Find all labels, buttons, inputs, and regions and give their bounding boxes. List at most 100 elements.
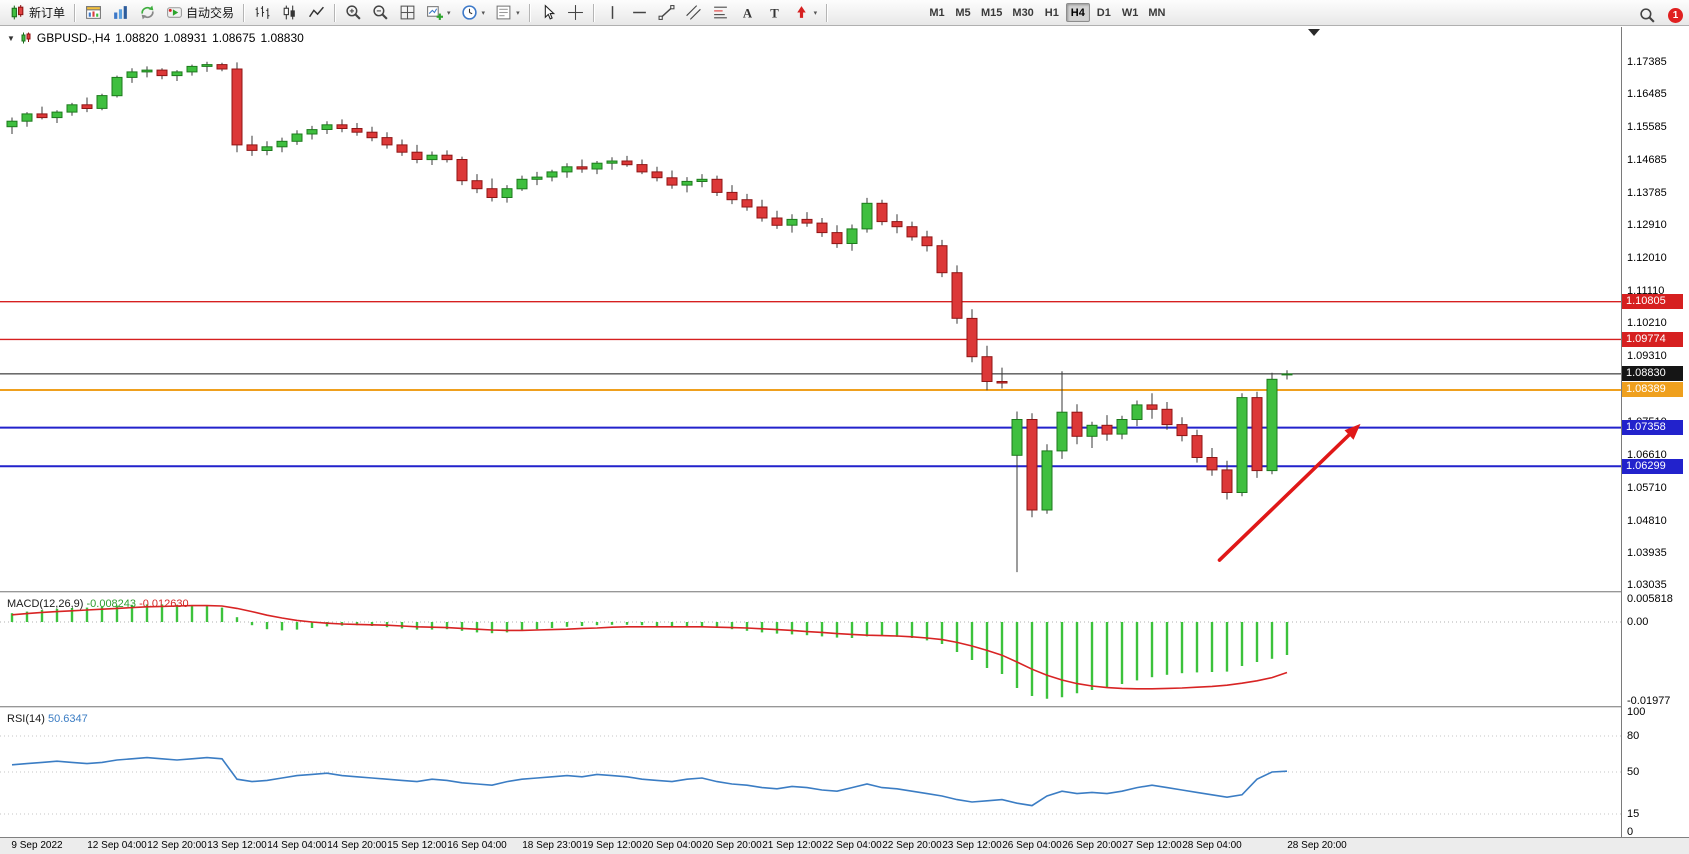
search-button[interactable] [1635, 4, 1660, 26]
timeframe-h1[interactable]: H1 [1044, 6, 1059, 19]
candle-body [981, 356, 993, 383]
channel-button[interactable] [681, 2, 706, 24]
time-label: 21 Sep 12:00 [762, 840, 822, 851]
candle-body [66, 104, 78, 113]
candle-body [891, 221, 903, 228]
candle-body [726, 191, 738, 201]
timeframe-m5[interactable]: M5 [955, 6, 971, 19]
new-order-label: 新订单 [29, 6, 66, 20]
arrows-button[interactable]: ▾ [789, 2, 822, 24]
time-label: 20 Sep 20:00 [702, 840, 762, 851]
channel-icon [685, 5, 701, 20]
candle-body [816, 222, 828, 234]
timeframe-m30[interactable]: M30 [1012, 6, 1034, 19]
symbol-info: ▼ GBPUSD-,H4 1.08820 1.08931 1.08675 1.0… [7, 31, 304, 45]
time-label: 12 Sep 04:00 [87, 840, 147, 851]
price-tick: 1.06610 [1627, 449, 1667, 461]
rsi-axis-label: 100 [1627, 706, 1646, 718]
rsi-pane-divider[interactable] [0, 706, 1689, 709]
notification-badge[interactable]: 1 [1668, 7, 1683, 23]
candle-body [1146, 404, 1158, 410]
candle-body [1086, 424, 1098, 437]
timeframe-w1[interactable]: W1 [1121, 6, 1139, 19]
timeframe-m15[interactable]: M15 [981, 6, 1003, 19]
price-tick: 1.13785 [1627, 187, 1667, 199]
candle-body [1236, 397, 1248, 494]
templates-button[interactable]: ▾ [491, 2, 524, 24]
cursor-button[interactable] [536, 2, 561, 24]
tile-windows-button[interactable] [395, 2, 420, 24]
separator [74, 3, 77, 22]
time-label: 20 Sep 04:00 [642, 840, 702, 851]
price-line-label[interactable]: 1.10805 [1622, 294, 1683, 309]
trend-arrow[interactable] [1217, 433, 1351, 562]
price-line-label[interactable]: 1.06299 [1622, 459, 1683, 474]
price-line-label[interactable]: 1.07358 [1622, 420, 1683, 435]
bar-chart-button[interactable] [250, 2, 275, 24]
candle-body [51, 111, 63, 119]
price-axis-border [1621, 27, 1622, 837]
caret-down-icon: ▾ [447, 9, 451, 17]
arrow-shape-icon [796, 6, 806, 18]
chart-profiles-icon [86, 6, 101, 19]
new-order-button[interactable]: 新订单 [5, 2, 69, 24]
chart-shift-marker[interactable] [1308, 29, 1320, 36]
refresh-button[interactable] [135, 2, 160, 24]
new-chart-button[interactable]: ▾ [422, 2, 455, 24]
macd-pane-divider[interactable] [0, 591, 1689, 594]
timeframe-mn[interactable]: MN [1148, 6, 1166, 19]
candle-body [1161, 408, 1173, 426]
candle-body [36, 113, 48, 119]
candle-body [141, 69, 153, 73]
auto-trading-button[interactable]: 自动交易 [162, 2, 238, 24]
candle-body [81, 104, 93, 110]
candle-body [786, 218, 798, 226]
price-line-label[interactable]: 1.08389 [1622, 382, 1683, 397]
rsi-name: RSI(14) [7, 713, 45, 725]
timeframe-h4[interactable]: H4 [1065, 3, 1090, 22]
market-watch-button[interactable] [108, 2, 133, 24]
line-chart-button[interactable] [304, 2, 329, 24]
candle-body [606, 160, 618, 164]
time-label: 15 Sep 12:00 [387, 840, 447, 851]
time-label: 18 Sep 23:00 [522, 840, 582, 851]
zoom-in-button[interactable] [341, 2, 366, 24]
time-axis[interactable]: 9 Sep 2022 12 Sep 04:00 12 Sep 20:00 13 Sep… [0, 837, 1689, 854]
fibonacci-button[interactable] [708, 2, 733, 24]
vertical-line-button[interactable] [600, 2, 625, 24]
zoom-out-button[interactable] [368, 2, 393, 24]
timeframe-m1[interactable]: M1 [929, 6, 945, 19]
candle-body [636, 164, 648, 173]
trendline-button[interactable] [654, 2, 679, 24]
separator [592, 3, 595, 22]
timeframe-d1[interactable]: D1 [1096, 6, 1111, 19]
candle-body [1206, 457, 1218, 471]
crosshair-icon [567, 5, 583, 20]
text-button[interactable]: A [735, 2, 760, 24]
time-label: 12 Sep 20:00 [147, 840, 207, 851]
crosshair-button[interactable] [563, 2, 588, 24]
macd-axis-label: 0.00 [1627, 616, 1649, 628]
candle-body [276, 140, 288, 148]
period-button[interactable]: ▾ [457, 2, 490, 24]
ohlc-close: 1.08830 [260, 31, 304, 45]
horizontal-line-button[interactable] [627, 2, 652, 24]
candle-body [1011, 419, 1023, 456]
time-label: 19 Sep 12:00 [582, 840, 642, 851]
rsi-value: 50.6347 [47, 713, 88, 725]
candle-body [531, 176, 543, 180]
text-label-button[interactable]: T [762, 2, 787, 24]
price-line-label[interactable]: 1.08830 [1622, 366, 1683, 381]
symbol-dropdown-icon[interactable]: ▼ [7, 33, 15, 43]
price-line-label[interactable]: 1.09774 [1622, 332, 1683, 347]
time-label: 13 Sep 12:00 [207, 840, 267, 851]
candlestick-chart-button[interactable] [277, 2, 302, 24]
time-label: 14 Sep 04:00 [267, 840, 327, 851]
chart-profiles-button[interactable] [81, 2, 106, 24]
price-tick: 1.05710 [1627, 482, 1667, 494]
candle-body [831, 232, 843, 245]
price-tick: 1.17385 [1627, 56, 1667, 68]
time-label: 22 Sep 20:00 [882, 840, 942, 851]
price-axis[interactable]: 1.17385 1.16485 1.15585 1.14685 1.13785 1.129… [1622, 27, 1689, 838]
